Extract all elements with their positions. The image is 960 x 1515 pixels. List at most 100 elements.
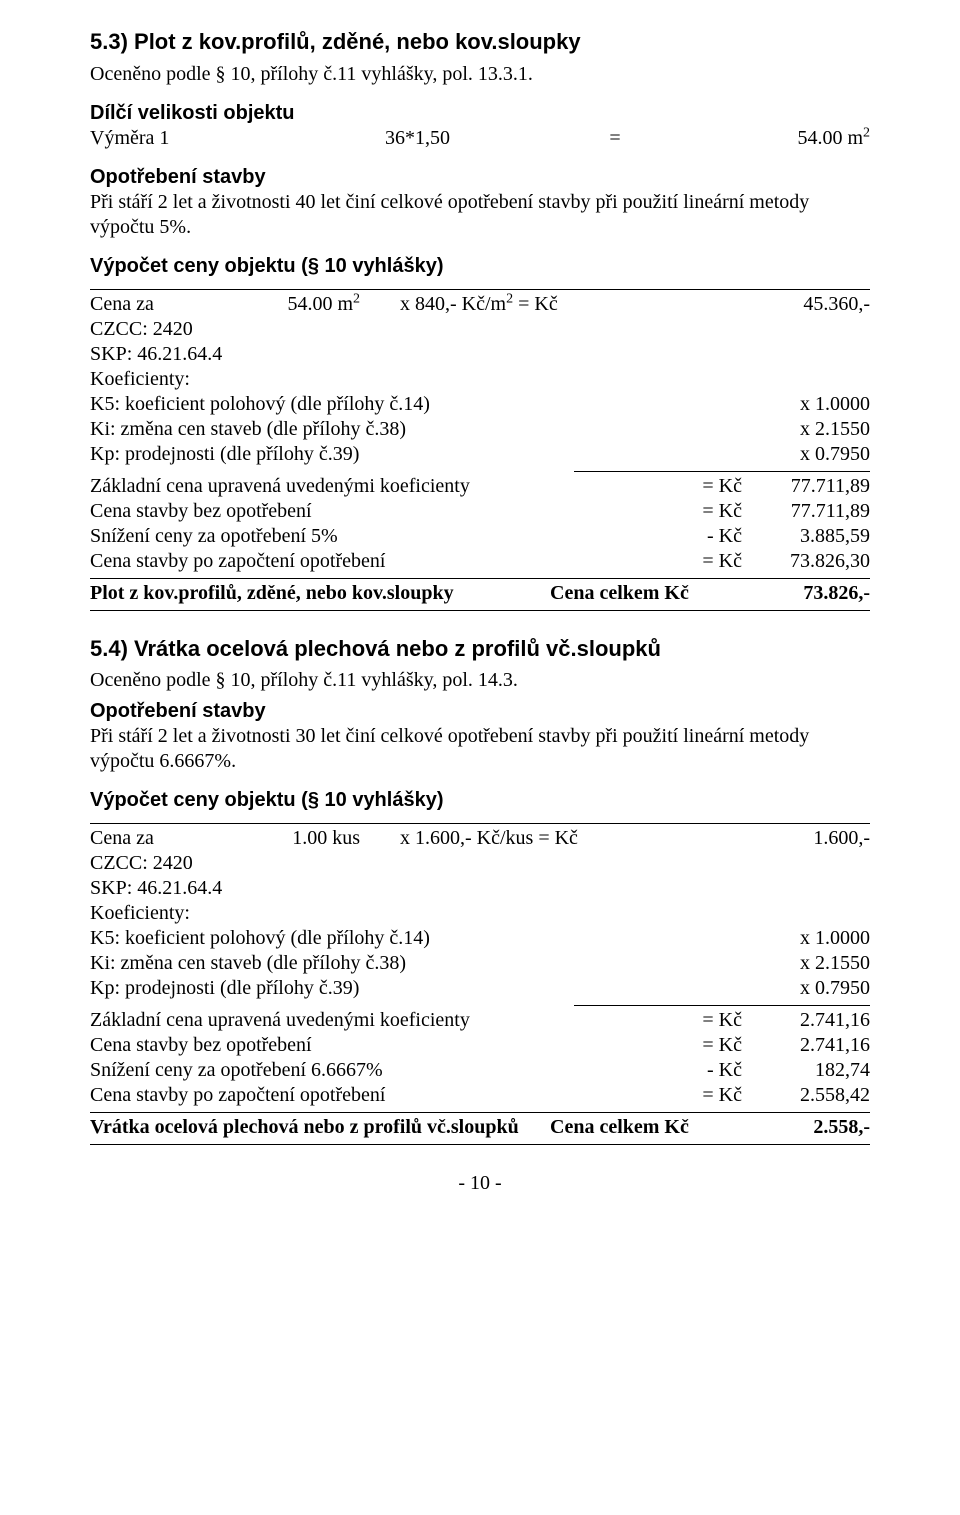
cena-za-label-54: Cena za <box>90 826 200 851</box>
kp-label-54: Kp: prodejnosti (dle přílohy č.39) <box>90 976 750 1001</box>
cena-za-row-54: Cena za 1.00 kus x 1.600,- Kč/kus = Kč 1… <box>90 826 870 851</box>
k5-label-54: K5: koeficient polohový (dle přílohy č.1… <box>90 926 750 951</box>
total-val-54: 2.558,- <box>750 1115 870 1140</box>
divider-short <box>574 471 870 472</box>
zc-val: 77.711,89 <box>750 474 870 499</box>
skp-54: SKP: 46.21.64.4 <box>90 876 870 901</box>
page-number: - 10 - <box>90 1171 870 1196</box>
ki-row-54: Ki: změna cen staveb (dle přílohy č.38) … <box>90 951 870 976</box>
zc-label-54: Základní cena upravená uvedenými koefici… <box>90 1008 692 1033</box>
cb-val: 77.711,89 <box>750 499 870 524</box>
vymera-row: Výměra 1 36*1,50 = 54.00 m2 <box>90 126 870 151</box>
ki-label: Ki: změna cen staveb (dle přílohy č.38) <box>90 417 750 442</box>
cena-za-val: 45.360,- <box>750 292 870 317</box>
heading-5-4: 5.4) Vrátka ocelová plechová nebo z prof… <box>90 635 870 663</box>
vypocet-heading-54: Výpočet ceny objektu (§ 10 vyhlášky) <box>90 788 870 813</box>
ocen-5-4: Oceněno podle § 10, přílohy č.11 vyhlášk… <box>90 668 870 693</box>
sn-row-53: Snížení ceny za opotřebení 5% - Kč 3.885… <box>90 524 870 549</box>
cena-za-label: Cena za <box>90 292 200 317</box>
cena-za-rate: x 840,- Kč/m2 = Kč <box>400 292 750 317</box>
sn-row-54: Snížení ceny za opotřebení 6.6667% - Kč … <box>90 1058 870 1083</box>
cp-row-53: Cena stavby po započtení opotřebení = Kč… <box>90 549 870 574</box>
kp-val-54: x 0.7950 <box>750 976 870 1001</box>
ki-label-54: Ki: změna cen staveb (dle přílohy č.38) <box>90 951 750 976</box>
cp-op-54: = Kč <box>692 1083 750 1108</box>
kp-val: x 0.7950 <box>750 442 870 467</box>
k5-val-54: x 1.0000 <box>750 926 870 951</box>
total-row-54: Vrátka ocelová plechová nebo z profilů v… <box>90 1115 870 1140</box>
cb-row-53: Cena stavby bez opotřebení = Kč 77.711,8… <box>90 499 870 524</box>
divider <box>90 1144 870 1145</box>
cp-label-54: Cena stavby po započtení opotřebení <box>90 1083 692 1108</box>
koef-heading-53: Koeficienty: <box>90 367 870 392</box>
vymera-calc: 36*1,50 <box>250 126 480 151</box>
cp-val: 73.826,30 <box>750 549 870 574</box>
divider <box>90 610 870 611</box>
cb-label-54: Cena stavby bez opotřebení <box>90 1033 692 1058</box>
divider <box>90 1112 870 1113</box>
total-row-53: Plot z kov.profilů, zděné, nebo kov.slou… <box>90 581 870 606</box>
ki-val-54: x 2.1550 <box>750 951 870 976</box>
zc-op: = Kč <box>692 474 750 499</box>
cp-op: = Kč <box>692 549 750 574</box>
koef-heading-54: Koeficienty: <box>90 901 870 926</box>
czcc-54: CZCC: 2420 <box>90 851 870 876</box>
zc-label: Základní cena upravená uvedenými koefici… <box>90 474 692 499</box>
cena-za-amount: 54.00 m2 <box>200 292 400 317</box>
opotreb-heading-54: Opotřebení stavby <box>90 699 870 724</box>
divider <box>90 578 870 579</box>
cena-za-rate-54: x 1.600,- Kč/kus = Kč <box>400 826 750 851</box>
vymera-val: 54.00 m2 <box>750 126 870 151</box>
cena-za-amount-54: 1.00 kus <box>200 826 400 851</box>
sn-val-54: 182,74 <box>750 1058 870 1083</box>
k5-row-53: K5: koeficient polohový (dle přílohy č.1… <box>90 392 870 417</box>
vymera-eq: = <box>480 126 750 151</box>
skp-53: SKP: 46.21.64.4 <box>90 342 870 367</box>
sn-label: Snížení ceny za opotřebení 5% <box>90 524 692 549</box>
dilci-heading: Dílčí velikosti objektu <box>90 101 870 126</box>
divider-short <box>574 1005 870 1006</box>
total-label-53: Plot z kov.profilů, zděné, nebo kov.slou… <box>90 581 550 606</box>
total-mid-54: Cena celkem Kč <box>550 1115 750 1140</box>
sn-op: - Kč <box>692 524 750 549</box>
k5-row-54: K5: koeficient polohový (dle přílohy č.1… <box>90 926 870 951</box>
czcc-53: CZCC: 2420 <box>90 317 870 342</box>
k5-label: K5: koeficient polohový (dle přílohy č.1… <box>90 392 750 417</box>
kp-row-54: Kp: prodejnosti (dle přílohy č.39) x 0.7… <box>90 976 870 1001</box>
opotreb-text-53: Při stáří 2 let a životnosti 40 let činí… <box>90 190 870 240</box>
cp-row-54: Cena stavby po započtení opotřebení = Kč… <box>90 1083 870 1108</box>
cb-row-54: Cena stavby bez opotřebení = Kč 2.741,16 <box>90 1033 870 1058</box>
cb-op: = Kč <box>692 499 750 524</box>
divider <box>90 823 870 824</box>
cena-za-row-53: Cena za 54.00 m2 x 840,- Kč/m2 = Kč 45.3… <box>90 292 870 317</box>
heading-5-3: 5.3) Plot z kov.profilů, zděné, nebo kov… <box>90 28 870 56</box>
page: 5.3) Plot z kov.profilů, zděné, nebo kov… <box>0 0 960 1226</box>
k5-val: x 1.0000 <box>750 392 870 417</box>
cp-val-54: 2.558,42 <box>750 1083 870 1108</box>
kp-row-53: Kp: prodejnosti (dle přílohy č.39) x 0.7… <box>90 442 870 467</box>
cp-label: Cena stavby po započtení opotřebení <box>90 549 692 574</box>
kp-label: Kp: prodejnosti (dle přílohy č.39) <box>90 442 750 467</box>
sn-op-54: - Kč <box>692 1058 750 1083</box>
sn-label-54: Snížení ceny za opotřebení 6.6667% <box>90 1058 692 1083</box>
zc-op-54: = Kč <box>692 1008 750 1033</box>
zc-val-54: 2.741,16 <box>750 1008 870 1033</box>
cb-op-54: = Kč <box>692 1033 750 1058</box>
zc-row-53: Základní cena upravená uvedenými koefici… <box>90 474 870 499</box>
cena-za-val-54: 1.600,- <box>750 826 870 851</box>
total-val-53: 73.826,- <box>750 581 870 606</box>
ki-row-53: Ki: změna cen staveb (dle přílohy č.38) … <box>90 417 870 442</box>
opotreb-heading-53: Opotřebení stavby <box>90 165 870 190</box>
total-label-54: Vrátka ocelová plechová nebo z profilů v… <box>90 1115 550 1140</box>
ki-val: x 2.1550 <box>750 417 870 442</box>
cb-val-54: 2.741,16 <box>750 1033 870 1058</box>
opotreb-text-54: Při stáří 2 let a životnosti 30 let činí… <box>90 724 870 774</box>
zc-row-54: Základní cena upravená uvedenými koefici… <box>90 1008 870 1033</box>
divider <box>90 289 870 290</box>
total-mid-53: Cena celkem Kč <box>550 581 750 606</box>
vymera-label: Výměra 1 <box>90 126 250 151</box>
sn-val: 3.885,59 <box>750 524 870 549</box>
cb-label: Cena stavby bez opotřebení <box>90 499 692 524</box>
ocen-5-3: Oceněno podle § 10, přílohy č.11 vyhlášk… <box>90 62 870 87</box>
vypocet-heading-53: Výpočet ceny objektu (§ 10 vyhlášky) <box>90 254 870 279</box>
